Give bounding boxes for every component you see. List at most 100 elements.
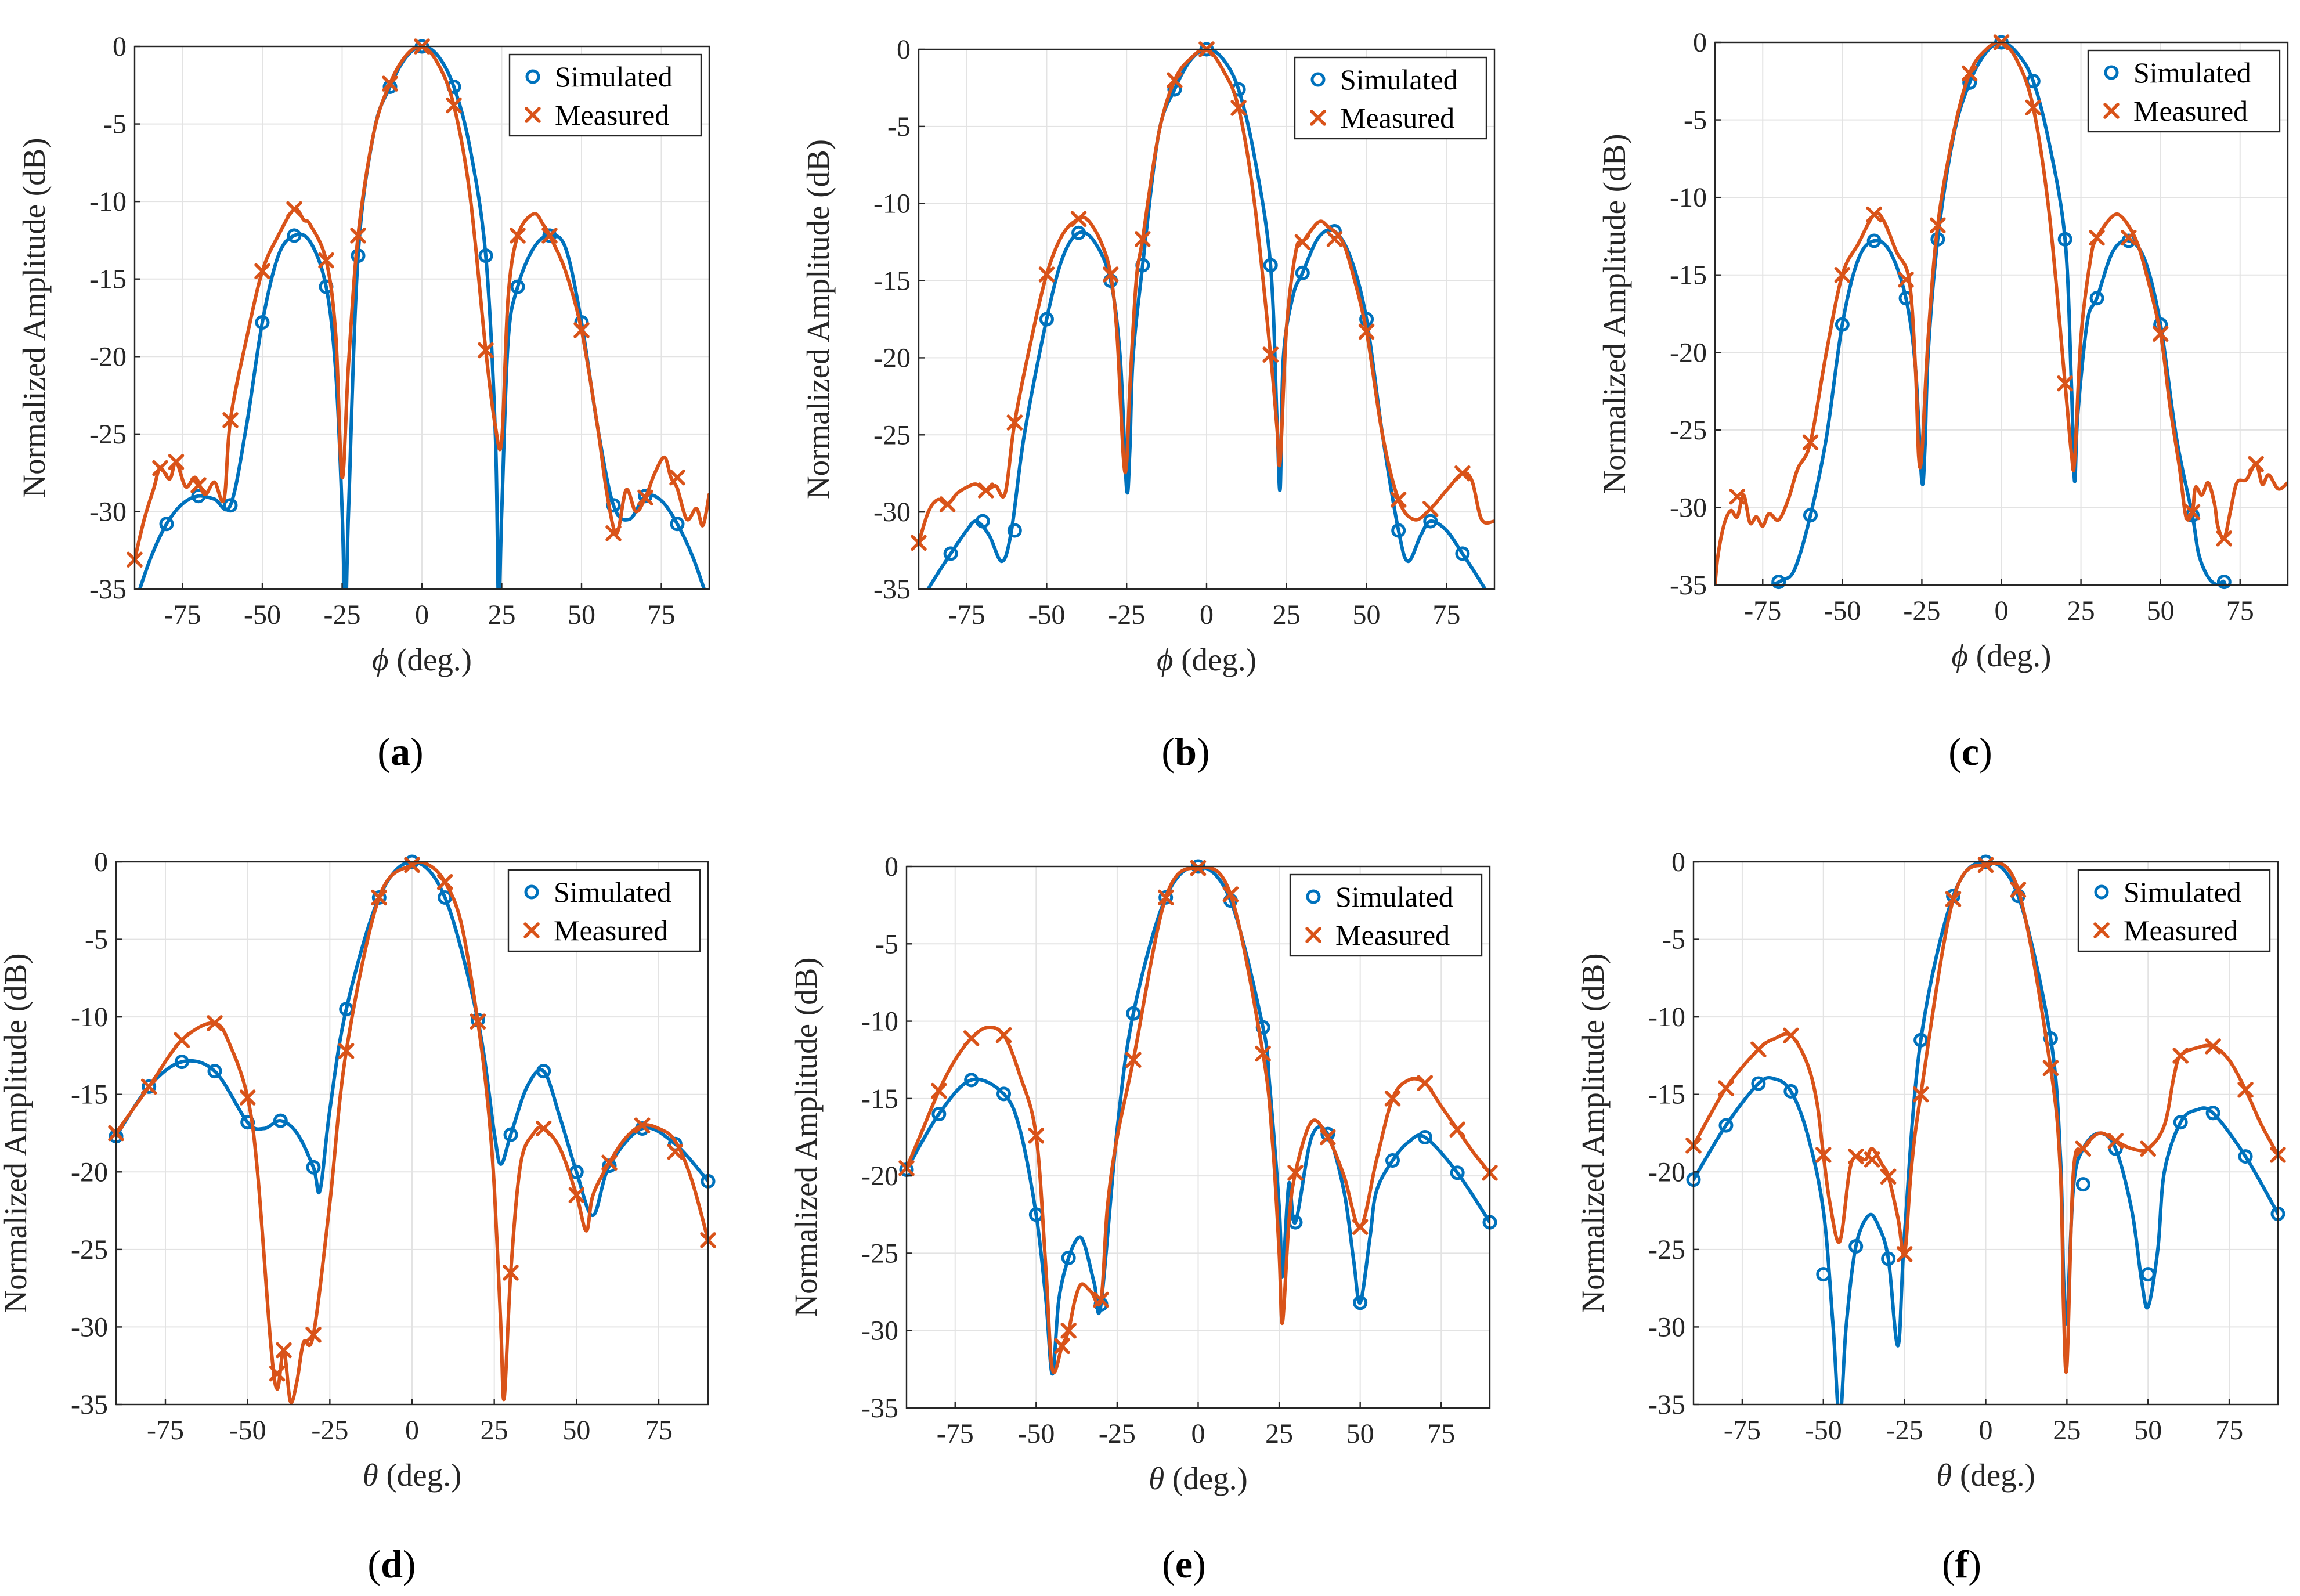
x-axis-label: θ (deg.) <box>1936 1457 2035 1493</box>
y-axis-label: Normalized Amplitude (dB) <box>1597 133 1632 493</box>
y-tick-label: -15 <box>71 1079 108 1110</box>
marker-measured <box>669 469 685 486</box>
y-axis-label: Normalized Amplitude (dB) <box>800 139 836 499</box>
marker-measured <box>1230 100 1247 116</box>
y-tick-label: -20 <box>1648 1157 1685 1187</box>
marker-measured <box>1898 271 1914 288</box>
panel-caption: (b) <box>1161 730 1209 774</box>
y-tick-label: -25 <box>861 1238 898 1269</box>
y-tick-label: -10 <box>861 1006 898 1037</box>
x-tick-label: -50 <box>1017 1418 1055 1449</box>
marker-measured <box>2010 882 2027 898</box>
marker-measured <box>276 1342 292 1359</box>
y-tick-label: -15 <box>873 266 911 297</box>
marker-measured <box>1054 1338 1070 1355</box>
marker-simulated <box>1061 1250 1076 1265</box>
y-axis-label: Normalized Amplitude (dB) <box>0 953 33 1313</box>
marker-simulated <box>174 1055 189 1070</box>
marker-simulated <box>2057 232 2072 247</box>
marker-simulated <box>638 489 653 504</box>
marker-simulated <box>159 517 174 532</box>
y-tick-label: 0 <box>884 851 898 882</box>
marker-measured <box>207 1015 223 1031</box>
x-axis-label: ϕ (deg.) <box>372 642 472 677</box>
x-tick-label: 0 <box>1995 595 2009 626</box>
marker-measured <box>1320 1129 1336 1146</box>
marker-simulated <box>1816 1267 1831 1282</box>
y-axis-label: Normalized Amplitude (dB) <box>788 957 824 1317</box>
marker-measured <box>1167 72 1183 88</box>
x-axis-unit: (deg.) <box>388 642 472 677</box>
y-tick-label: -35 <box>89 574 127 605</box>
marker-measured <box>1294 234 1311 250</box>
marker-simulated <box>1007 523 1022 538</box>
x-tick-label: -25 <box>1108 600 1145 630</box>
y-tick-label: -10 <box>873 189 911 219</box>
legend-label-simulated: Simulated <box>1340 63 1458 96</box>
marker-measured <box>1422 501 1439 517</box>
marker-measured <box>1815 1147 1832 1163</box>
marker-simulated <box>1803 508 1818 523</box>
marker-measured <box>1102 266 1119 283</box>
caption-letter: f <box>1955 1542 1969 1586</box>
marker-measured <box>2216 530 2233 547</box>
x-tick-label: 75 <box>2226 595 2254 626</box>
marker-measured <box>2057 375 2073 392</box>
y-tick-label: -35 <box>861 1393 898 1424</box>
x-tick-label: 25 <box>1265 1418 1293 1449</box>
legend-marker-measured <box>2103 103 2120 119</box>
marker-measured <box>503 1265 519 1281</box>
x-tick-label: -75 <box>1724 1415 1761 1446</box>
marker-measured <box>931 1082 947 1099</box>
x-tick-label: 50 <box>568 600 595 630</box>
marker-measured <box>1866 206 1882 223</box>
chart-panel-d: -75 -50 -25 0 25 50 75 0 -5 -10 -15 -20 -25 -30 -35 θ (… <box>0 847 716 1586</box>
x-tick-label: 25 <box>2067 595 2095 626</box>
marker-simulated <box>287 228 302 243</box>
series-line-measured <box>116 862 708 1404</box>
marker-measured <box>2184 504 2201 521</box>
marker-measured <box>338 1043 355 1059</box>
marker-measured <box>667 1143 684 1160</box>
marker-measured <box>470 1013 486 1030</box>
x-tick-label: 50 <box>2134 1415 2162 1446</box>
marker-measured <box>2042 1060 2059 1077</box>
x-axis-symbol: ϕ <box>1157 642 1173 677</box>
legend-label-measured: Measured <box>1340 102 1454 134</box>
x-axis-symbol: θ <box>1936 1457 1952 1493</box>
marker-simulated <box>207 1064 222 1079</box>
marker-measured <box>601 1154 618 1171</box>
marker-simulated <box>1783 1084 1799 1099</box>
marker-measured <box>1729 488 1746 505</box>
marker-simulated <box>1835 317 1850 332</box>
marker-measured <box>1384 1091 1401 1107</box>
x-tick-label: 0 <box>415 600 429 630</box>
legend-label-simulated: Simulated <box>1335 880 1453 913</box>
marker-simulated <box>2173 1115 2188 1130</box>
x-tick-label: 0 <box>1191 1418 1205 1449</box>
marker-measured <box>269 1365 286 1382</box>
marker-simulated <box>2216 575 2232 590</box>
chart-panel-f: -75 -50 -25 0 25 50 75 0 -5 -10 -15 -20 -25 -30 -35 θ (… <box>1575 847 2286 1586</box>
marker-measured <box>1417 1075 1434 1091</box>
marker-measured <box>478 342 494 359</box>
marker-simulated <box>542 228 557 243</box>
y-tick-label: -15 <box>861 1084 898 1114</box>
marker-measured <box>995 1027 1012 1043</box>
y-tick-label: -30 <box>873 497 911 528</box>
marker-measured <box>2140 1140 2156 1157</box>
marker-measured <box>1038 266 1055 283</box>
marker-simulated <box>2121 233 2136 248</box>
y-tick-label: -30 <box>861 1316 898 1346</box>
marker-measured <box>239 1089 256 1106</box>
marker-measured <box>1390 492 1407 508</box>
marker-measured <box>939 496 956 512</box>
legend-box <box>2087 49 2281 133</box>
x-axis-unit: (deg.) <box>1173 642 1256 677</box>
marker-measured <box>1255 1045 1271 1062</box>
y-tick-label: -5 <box>103 109 127 140</box>
marker-measured <box>371 889 388 906</box>
x-tick-label: 25 <box>2053 1415 2081 1446</box>
marker-simulated <box>1417 1130 1432 1144</box>
marker-measured <box>1222 886 1239 902</box>
